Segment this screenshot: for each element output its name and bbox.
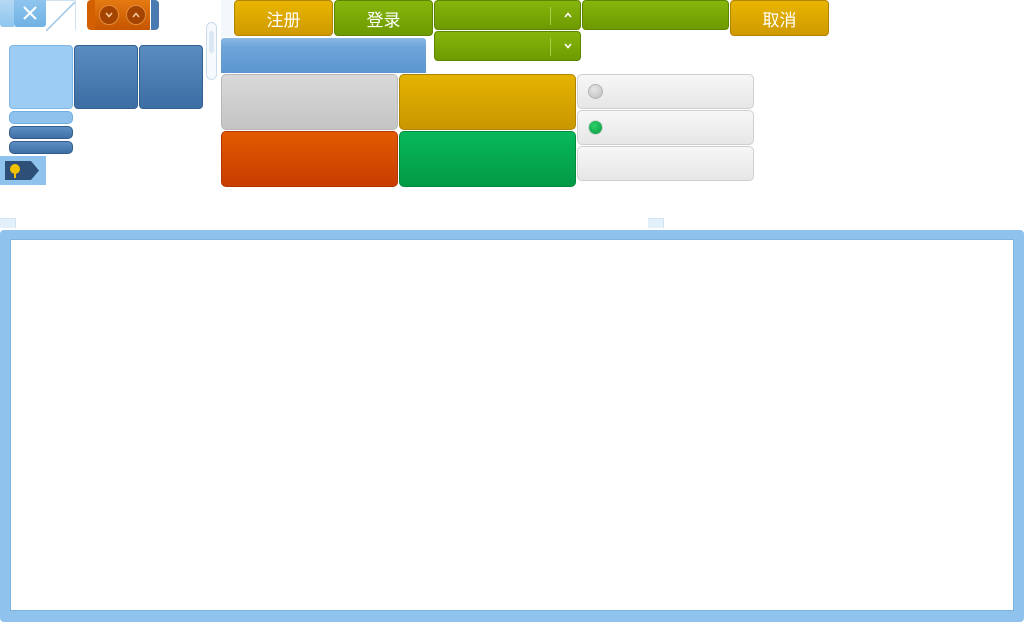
main-panel-frame bbox=[0, 230, 1024, 622]
spin-up-button[interactable] bbox=[126, 5, 146, 25]
spin-down-button[interactable] bbox=[99, 5, 119, 25]
spinner-edge-left bbox=[87, 0, 95, 30]
radio-unchecked[interactable] bbox=[588, 84, 603, 99]
corner-marker bbox=[648, 218, 664, 228]
main-panel-content bbox=[10, 239, 1014, 611]
blue-tab-header[interactable] bbox=[221, 38, 426, 73]
chevron-up-icon bbox=[564, 12, 572, 18]
green-button-tile[interactable] bbox=[399, 131, 576, 187]
chevron-up-icon bbox=[132, 12, 140, 18]
resize-corner-tile bbox=[46, 0, 76, 31]
diagonal-line-icon bbox=[46, 1, 76, 31]
vertical-scrollbar[interactable] bbox=[206, 22, 217, 80]
tag-box bbox=[0, 156, 46, 185]
radio-option-row[interactable] bbox=[577, 74, 754, 109]
spinner-edge-right bbox=[151, 0, 159, 30]
gray-button-tile[interactable] bbox=[221, 74, 398, 130]
chevron-down-icon bbox=[105, 12, 113, 18]
combo-up-arrow[interactable] bbox=[555, 1, 581, 29]
combo-separator bbox=[550, 38, 551, 56]
register-button[interactable]: 注册 bbox=[234, 0, 333, 36]
close-icon bbox=[23, 6, 37, 20]
dark-blue-tile-hover bbox=[139, 45, 203, 109]
login-button[interactable]: 登录 bbox=[334, 0, 433, 36]
dark-blue-pill-hover bbox=[9, 141, 73, 154]
orange-button-tile[interactable] bbox=[221, 131, 398, 187]
dark-blue-pill bbox=[9, 126, 73, 139]
spinner-group bbox=[95, 0, 150, 30]
close-button[interactable] bbox=[14, 0, 46, 27]
combo-box-down[interactable] bbox=[434, 31, 581, 61]
green-bar-button[interactable] bbox=[582, 0, 729, 30]
combo-separator bbox=[550, 7, 551, 25]
close-tile-edge bbox=[0, 0, 14, 27]
radio-checked[interactable] bbox=[588, 120, 603, 135]
combo-down-arrow[interactable] bbox=[555, 32, 581, 60]
light-blue-tile bbox=[9, 45, 73, 109]
scrollbar-thumb[interactable] bbox=[209, 31, 214, 53]
light-blue-pill bbox=[9, 111, 73, 124]
tag-icon bbox=[5, 161, 39, 180]
cancel-button[interactable]: 取消 bbox=[730, 0, 829, 36]
radio-option-row[interactable] bbox=[577, 110, 754, 145]
dark-blue-tile bbox=[74, 45, 138, 109]
corner-marker bbox=[0, 218, 16, 228]
chevron-down-icon bbox=[564, 43, 572, 49]
empty-option-row[interactable] bbox=[577, 146, 754, 181]
combo-box-up[interactable] bbox=[434, 0, 581, 30]
toolbar-left-edge bbox=[221, 0, 233, 37]
yellow-button-tile[interactable] bbox=[399, 74, 576, 130]
